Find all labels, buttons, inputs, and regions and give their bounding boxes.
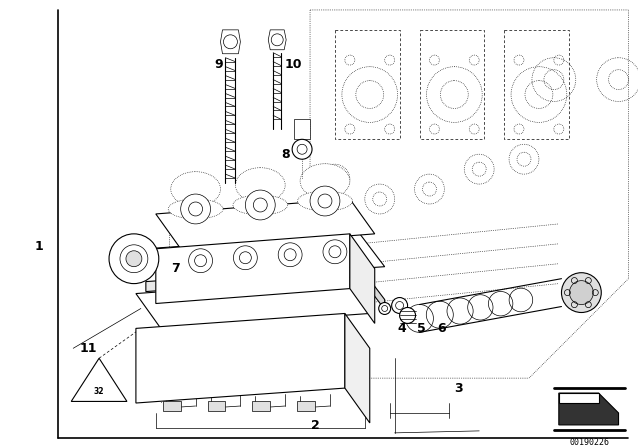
Polygon shape: [268, 30, 286, 50]
Ellipse shape: [298, 191, 353, 211]
Polygon shape: [310, 10, 628, 378]
Polygon shape: [350, 234, 375, 323]
Circle shape: [120, 245, 148, 273]
Text: 32: 32: [94, 387, 104, 396]
Circle shape: [396, 302, 404, 310]
Text: 2: 2: [310, 419, 319, 432]
Circle shape: [292, 139, 312, 159]
Text: 9: 9: [214, 58, 223, 71]
Text: 3: 3: [454, 382, 463, 395]
Circle shape: [195, 255, 207, 267]
Text: 6: 6: [437, 322, 445, 335]
Text: 7: 7: [172, 262, 180, 275]
Text: 11: 11: [79, 342, 97, 355]
Bar: [297, 401, 315, 411]
Circle shape: [239, 252, 252, 264]
Polygon shape: [146, 234, 385, 282]
Text: 10: 10: [284, 58, 302, 71]
Circle shape: [561, 273, 601, 313]
Bar: [207, 401, 225, 411]
Circle shape: [109, 234, 159, 284]
Text: 1: 1: [35, 240, 44, 253]
Bar: [294, 120, 310, 139]
Ellipse shape: [233, 195, 287, 215]
Circle shape: [234, 246, 257, 270]
Circle shape: [189, 202, 203, 216]
Polygon shape: [136, 279, 370, 328]
Polygon shape: [136, 314, 345, 403]
Polygon shape: [146, 267, 360, 292]
Text: 00190226: 00190226: [570, 438, 610, 447]
Text: 5: 5: [417, 322, 426, 335]
Ellipse shape: [171, 172, 221, 207]
Polygon shape: [156, 199, 375, 249]
Bar: [252, 401, 270, 411]
Circle shape: [245, 190, 275, 220]
Polygon shape: [345, 314, 370, 423]
Circle shape: [570, 280, 593, 305]
Polygon shape: [360, 267, 385, 310]
Circle shape: [329, 246, 341, 258]
Text: 8: 8: [281, 148, 289, 161]
Ellipse shape: [300, 164, 350, 198]
Circle shape: [297, 144, 307, 154]
Bar: [335, 30, 399, 139]
Circle shape: [310, 186, 340, 216]
Circle shape: [379, 302, 390, 314]
Circle shape: [253, 198, 268, 212]
Circle shape: [126, 251, 142, 267]
Polygon shape: [559, 393, 618, 425]
Circle shape: [318, 194, 332, 208]
Bar: [419, 30, 484, 139]
Bar: [504, 30, 569, 139]
Polygon shape: [156, 234, 350, 303]
Circle shape: [284, 249, 296, 261]
Circle shape: [189, 249, 212, 273]
Circle shape: [381, 306, 388, 311]
Ellipse shape: [236, 168, 285, 202]
Text: 4: 4: [397, 322, 406, 335]
Circle shape: [399, 307, 415, 323]
Ellipse shape: [168, 199, 223, 219]
Circle shape: [323, 240, 347, 264]
Circle shape: [392, 297, 408, 314]
Bar: [163, 401, 180, 411]
Polygon shape: [559, 393, 598, 403]
Polygon shape: [71, 358, 127, 401]
Polygon shape: [221, 30, 241, 54]
Circle shape: [278, 243, 302, 267]
Circle shape: [180, 194, 211, 224]
